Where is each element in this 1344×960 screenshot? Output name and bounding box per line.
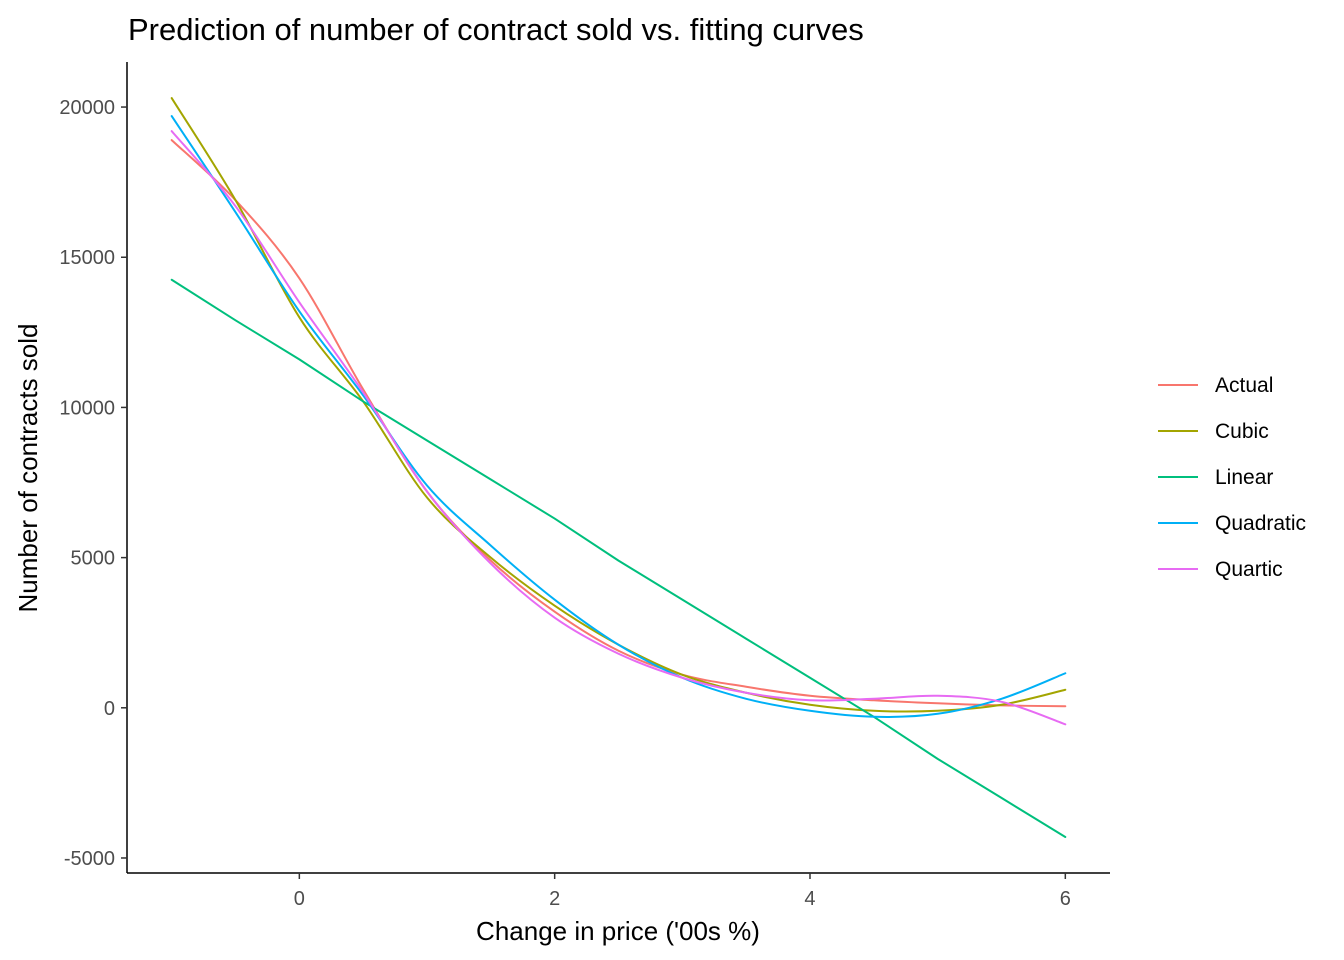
series-line-actual [170,139,1067,708]
series-line-quartic [170,130,1067,726]
legend-label-quartic: Quartic [1215,558,1283,581]
y-tick-label-5000: 5000 [71,548,116,570]
chart-title: Prediction of number of contract sold vs… [128,12,864,47]
legend-label-cubic: Cubic [1215,420,1269,443]
y-tick-label-15000: 15000 [59,247,115,269]
y-axis-label: Number of contracts sold [13,323,43,612]
x-tick-label-2: 2 [549,888,560,910]
series-line-linear [170,278,1067,838]
x-tick-label-4: 4 [804,888,815,910]
series-line-quadratic [170,115,1067,718]
legend-label-actual: Actual [1215,374,1273,397]
plot-area: 0 2 4 6 -5000 0 5000 10000 15000 20000 [59,62,1110,910]
x-tick-label-0: 0 [294,888,305,910]
legend-label-quadratic: Quadratic [1215,512,1306,535]
y-tick-label-20000: 20000 [59,97,115,119]
y-tick-label-0: 0 [104,698,115,720]
y-tick-label-10000: 10000 [59,397,115,419]
legend-label-linear: Linear [1215,466,1273,489]
legend: Actual Cubic Linear Quadratic Quartic [1158,374,1306,581]
series-layer [170,97,1067,838]
x-axis-ticks: 0 2 4 6 [294,873,1071,910]
x-tick-label-6: 6 [1060,888,1071,910]
y-axis-ticks: -5000 0 5000 10000 15000 20000 [59,97,127,870]
series-line-cubic [170,97,1067,713]
y-tick-label--5000: -5000 [64,848,115,870]
x-axis-label: Change in price ('00s %) [476,916,760,946]
